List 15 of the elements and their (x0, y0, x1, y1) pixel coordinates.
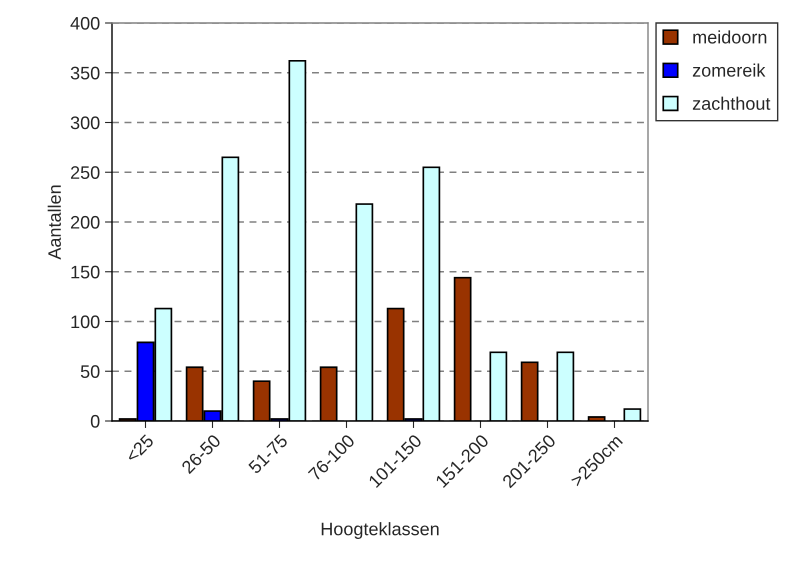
legend-label: zachthout (692, 96, 770, 110)
y-tick-label: 300 (70, 116, 100, 130)
y-tick-label: 400 (70, 16, 100, 30)
y-tick-label: 150 (71, 266, 100, 278)
legend-label: zomereik (692, 63, 766, 77)
y-tick-label: 50 (80, 365, 100, 378)
y-tick-label: 100 (71, 315, 100, 328)
y-tick-label: 0 (90, 414, 100, 428)
x-axis-title: Hoogteklassen (322, 522, 439, 539)
legend-label: meidoorn (693, 30, 766, 44)
y-tick-label: 250 (70, 166, 100, 179)
x-tick-label: <25 (124, 434, 154, 464)
y-axis-title: Aantallen (48, 186, 61, 260)
y-tick-label: 200 (70, 216, 100, 229)
y-tick-label: 350 (70, 66, 100, 80)
